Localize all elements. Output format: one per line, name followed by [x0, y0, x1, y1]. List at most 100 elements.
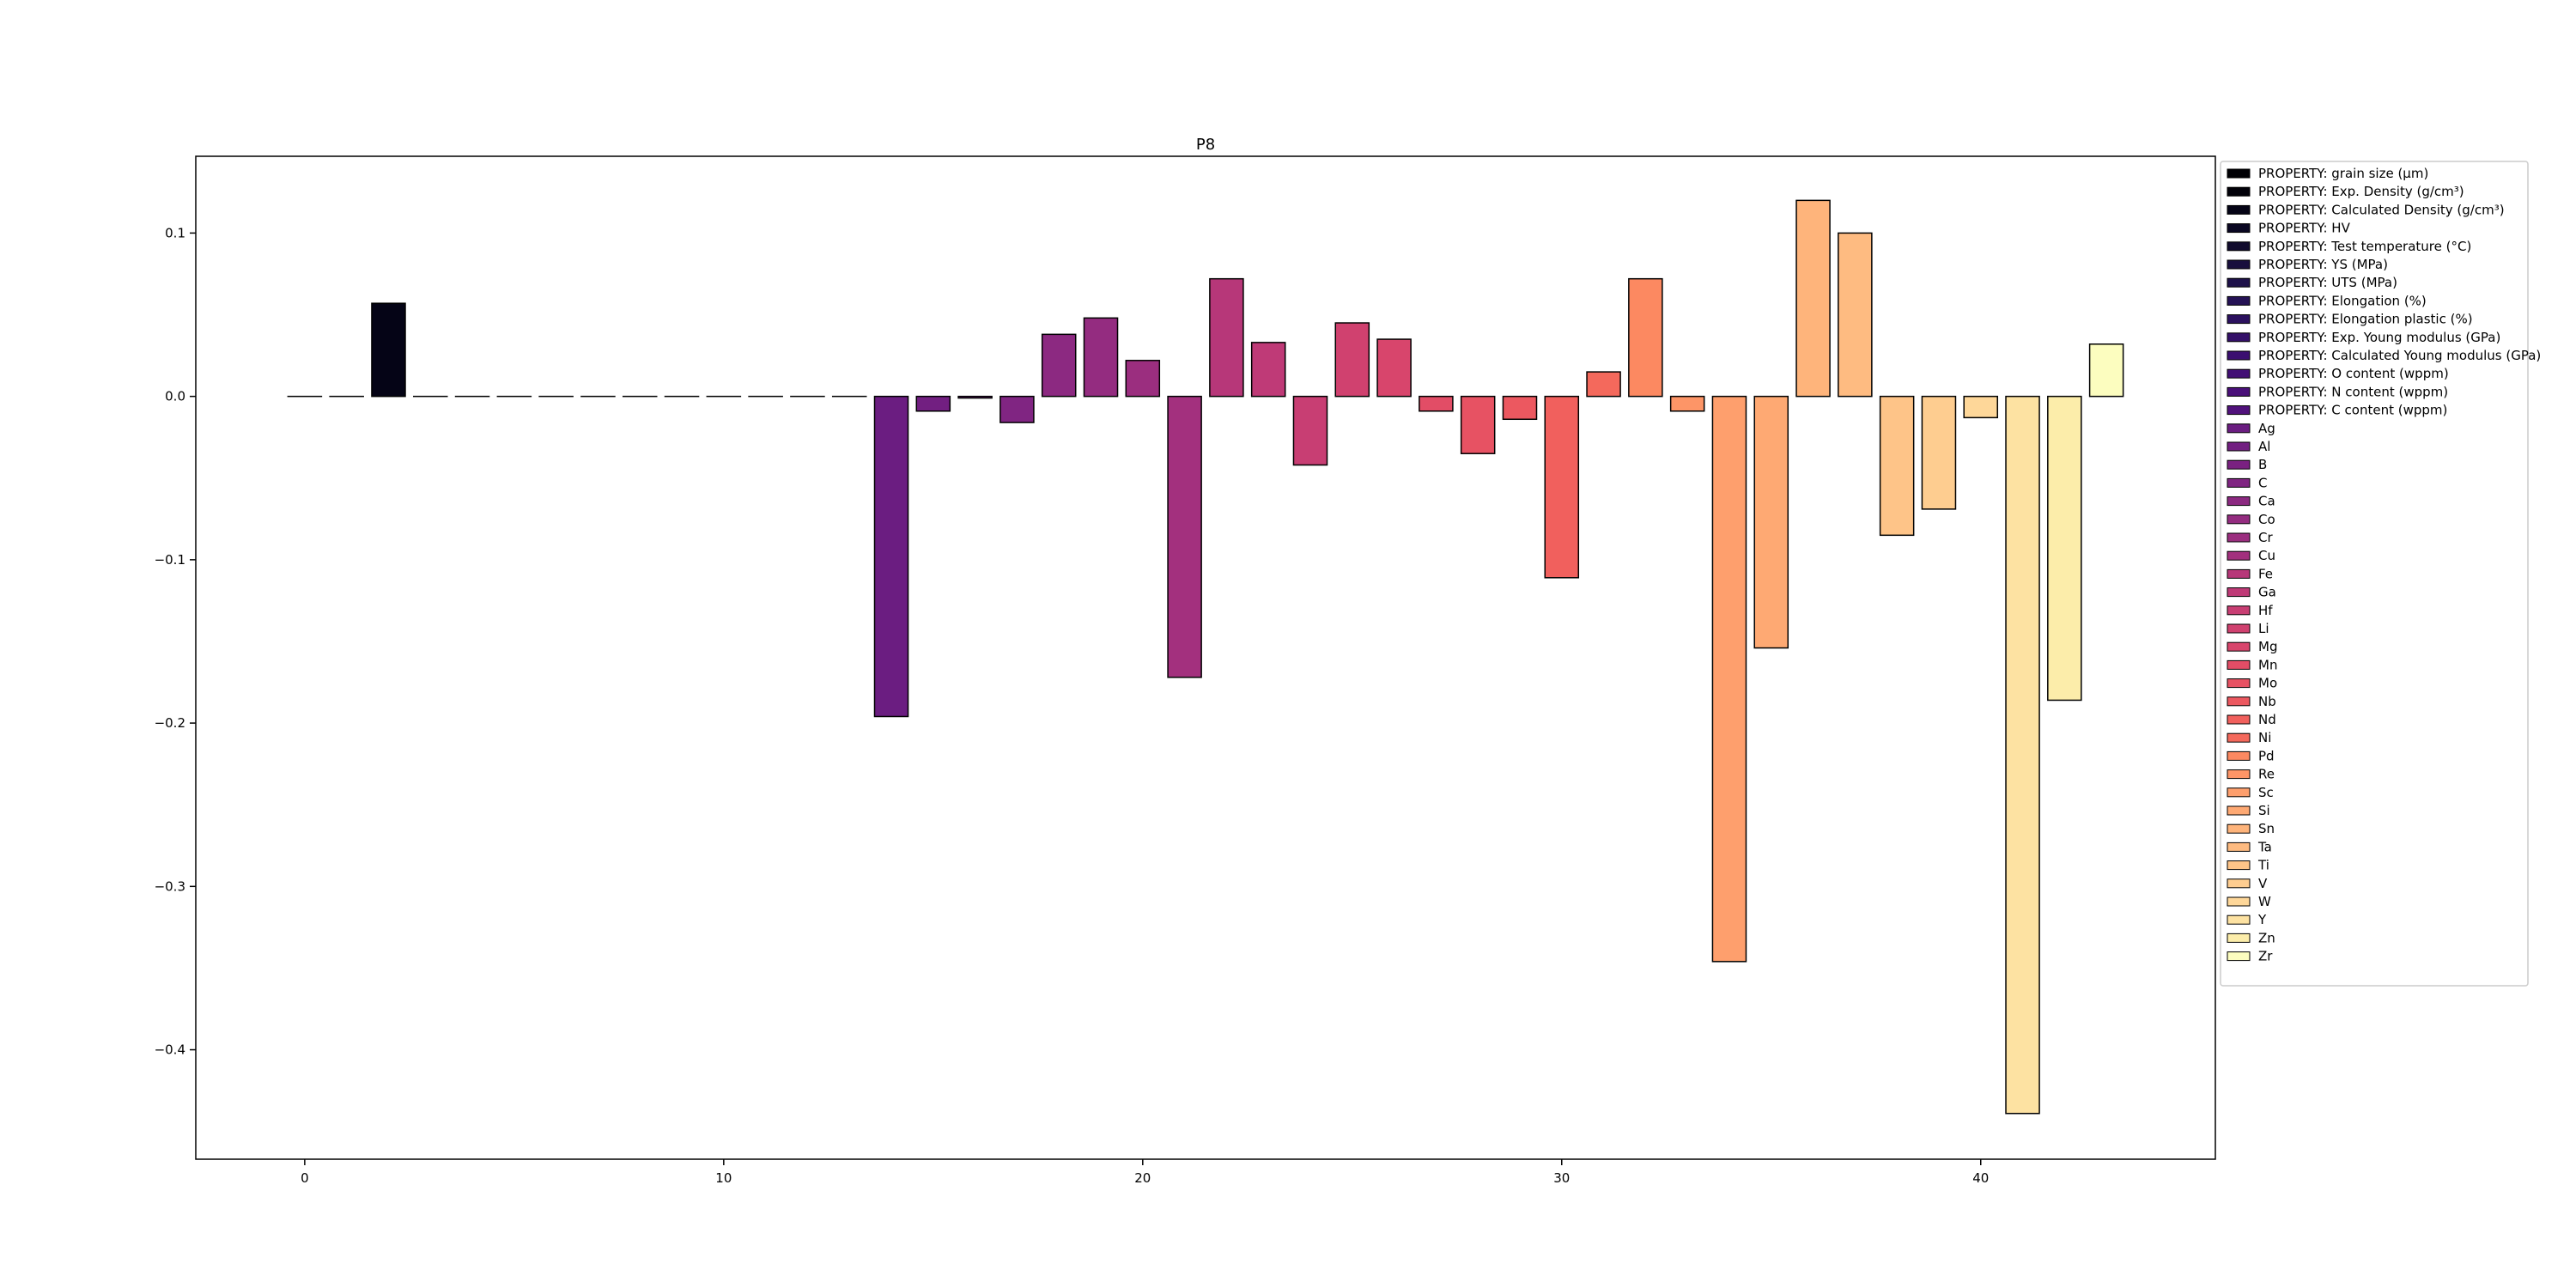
- legend-label-22: Fe: [2258, 566, 2273, 581]
- bar-35: [1753, 395, 1789, 649]
- legend-swatch-19: [2227, 514, 2251, 525]
- bars-layer: [287, 199, 2124, 1115]
- legend-swatch-21: [2227, 550, 2251, 561]
- y-axis-ticks: 0.1 0.0 −0.1 −0.2 −0.3 −0.4: [155, 225, 196, 1058]
- legend-swatch-7: [2227, 295, 2251, 306]
- legend-swatch-4: [2227, 241, 2251, 252]
- legend-label-30: Nd: [2258, 712, 2276, 727]
- legend-swatch-36: [2227, 823, 2251, 834]
- bar-17: [999, 395, 1035, 423]
- legend-swatch-29: [2227, 696, 2251, 707]
- bar-33: [1669, 395, 1705, 412]
- legend-label-4: PROPERTY: Test temperature (°C): [2258, 239, 2471, 254]
- legend-label-35: Si: [2258, 803, 2270, 818]
- legend-label-21: Cu: [2258, 548, 2275, 563]
- legend-swatch-39: [2227, 878, 2251, 889]
- legend-label-36: Sn: [2258, 821, 2275, 836]
- legend-swatch-6: [2227, 277, 2251, 288]
- legend-label-3: PROPERTY: HV: [2258, 221, 2351, 236]
- legend-label-34: Sc: [2258, 785, 2274, 800]
- bar-39: [1921, 395, 1957, 510]
- legend-swatch-0: [2227, 168, 2251, 179]
- legend-swatch-12: [2227, 386, 2251, 397]
- chart-title: P8: [1196, 136, 1215, 154]
- legend-swatch-40: [2227, 896, 2251, 907]
- legend-label-1: PROPERTY: Exp. Density (g/cm³): [2258, 184, 2464, 199]
- bar-26: [1376, 338, 1412, 398]
- legend-swatch-34: [2227, 787, 2251, 798]
- legend-label-37: Ta: [2257, 839, 2272, 854]
- legend-label-31: Ni: [2258, 730, 2271, 745]
- legend-label-14: Ag: [2258, 421, 2275, 436]
- legend-swatch-31: [2227, 732, 2251, 743]
- bar-23: [1250, 342, 1286, 398]
- bar-31: [1586, 371, 1621, 398]
- legend-label-42: Zn: [2258, 930, 2275, 945]
- legend-swatch-14: [2227, 423, 2251, 434]
- legend-swatch-3: [2227, 223, 2251, 234]
- x-tick-label-0: 0: [301, 1170, 309, 1186]
- legend: PROPERTY: grain size (μm) PROPERTY: Exp. …: [2220, 161, 2541, 987]
- plot-frame: [195, 155, 2216, 1160]
- legend-label-5: PROPERTY: YS (MPa): [2258, 257, 2388, 272]
- bar-34: [1711, 395, 1747, 963]
- bar-38: [1879, 395, 1915, 537]
- legend-label-33: Re: [2258, 767, 2275, 782]
- legend-label-27: Mn: [2258, 657, 2277, 672]
- legend-label-6: PROPERTY: UTS (MPa): [2258, 275, 2397, 290]
- legend-label-10: PROPERTY: Calculated Young modulus (GPa): [2258, 348, 2541, 363]
- legend-swatch-41: [2227, 914, 2251, 925]
- bar-20: [1125, 360, 1161, 398]
- legend-label-43: Zr: [2258, 949, 2273, 964]
- legend-label-13: PROPERTY: C content (wppm): [2258, 403, 2447, 418]
- legend-swatch-25: [2227, 623, 2251, 634]
- legend-swatch-35: [2227, 805, 2251, 816]
- legend-swatch-27: [2227, 659, 2251, 670]
- legend-label-2: PROPERTY: Calculated Density (g/cm³): [2258, 202, 2505, 217]
- legend-label-12: PROPERTY: N content (wppm): [2258, 384, 2448, 399]
- legend-label-18: Ca: [2258, 494, 2275, 509]
- legend-swatch-30: [2227, 714, 2251, 725]
- legend-label-24: Hf: [2258, 603, 2273, 618]
- legend-label-7: PROPERTY: Elongation (%): [2258, 293, 2427, 308]
- legend-label-17: C: [2258, 475, 2267, 490]
- legend-swatch-18: [2227, 496, 2251, 507]
- legend-label-29: Nb: [2258, 694, 2276, 709]
- legend-label-23: Ga: [2258, 585, 2276, 600]
- legend-swatch-24: [2227, 605, 2251, 616]
- legend-swatch-38: [2227, 860, 2251, 871]
- legend-frame: [2220, 161, 2529, 987]
- legend-swatch-32: [2227, 750, 2251, 761]
- bar-15: [915, 395, 951, 412]
- bar-30: [1544, 395, 1580, 579]
- legend-swatch-11: [2227, 368, 2251, 379]
- legend-label-28: Mo: [2258, 676, 2277, 691]
- x-tick-label-4: 40: [1972, 1170, 1989, 1186]
- bar-40: [1963, 395, 1999, 419]
- legend-swatch-10: [2227, 350, 2251, 361]
- legend-swatch-20: [2227, 532, 2251, 543]
- legend-swatch-28: [2227, 678, 2251, 689]
- legend-swatch-13: [2227, 405, 2251, 416]
- legend-swatch-42: [2227, 933, 2251, 943]
- legend-label-41: Y: [2257, 912, 2267, 927]
- bar-32: [1628, 277, 1663, 398]
- legend-label-38: Ti: [2257, 858, 2269, 873]
- x-tick-label-3: 30: [1553, 1170, 1570, 1186]
- x-tick-label-2: 20: [1134, 1170, 1151, 1186]
- legend-swatch-1: [2227, 186, 2251, 197]
- y-tick-label-4: −0.3: [155, 878, 185, 894]
- bar-21: [1167, 395, 1202, 678]
- legend-label-26: Mg: [2258, 639, 2277, 654]
- bar-18: [1041, 333, 1077, 398]
- bar-14: [873, 395, 909, 718]
- bar-2: [371, 302, 406, 398]
- legend-label-8: PROPERTY: Elongation plastic (%): [2258, 312, 2473, 327]
- legend-swatch-26: [2227, 641, 2251, 652]
- legend-swatch-43: [2227, 951, 2251, 962]
- bar-29: [1502, 395, 1538, 421]
- y-tick-label-5: −0.4: [155, 1042, 185, 1058]
- legend-label-16: B: [2258, 457, 2267, 472]
- legend-label-15: Al: [2258, 439, 2270, 454]
- bar-37: [1838, 232, 1873, 398]
